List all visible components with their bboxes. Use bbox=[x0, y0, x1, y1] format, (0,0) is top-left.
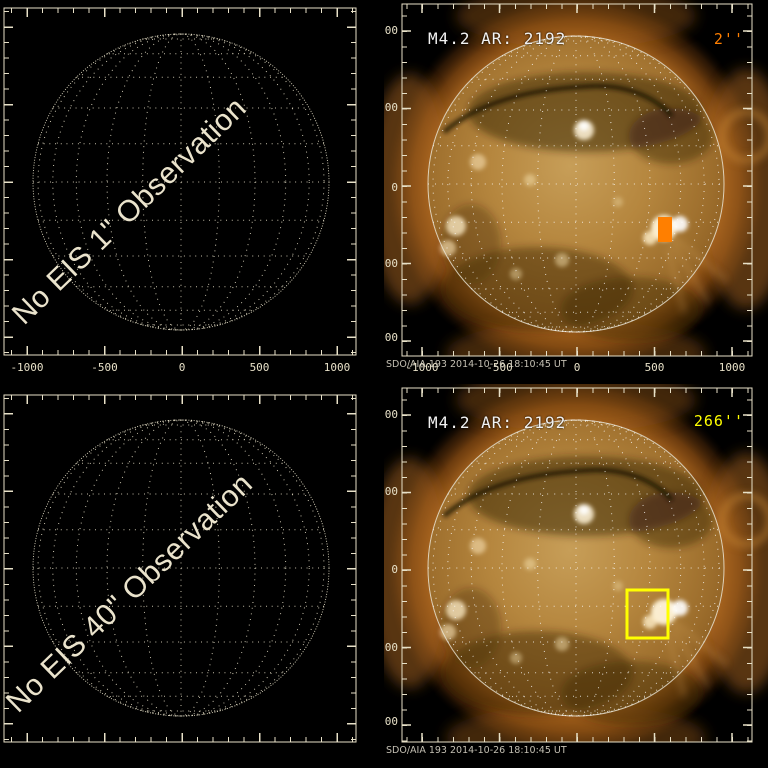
solar-limb-circle bbox=[32, 33, 330, 331]
x-tick-label: 0 bbox=[574, 361, 581, 374]
eis-fov-marker-orange bbox=[658, 217, 672, 242]
panel-bottom-right: M4.2 AR: 2192 266'' 1000 500 0 -500 -100… bbox=[384, 384, 768, 768]
panel-top-right: M4.2 AR: 2192 2'' 1000 500 0 -500 -1000 … bbox=[384, 0, 768, 384]
image-credit-timestamp: SDO/AIA 193 2014-10-26 18:10:45 UT bbox=[386, 359, 567, 370]
y-tick-label: 0 bbox=[391, 563, 398, 576]
y-axis-labels: 1000 500 0 -500 -1000 bbox=[384, 408, 398, 728]
y-tick-label: 0 bbox=[391, 181, 398, 194]
below-axis-mask bbox=[384, 356, 768, 384]
eis-fov-marker-yellow bbox=[625, 588, 670, 640]
y-tick-label: -500 bbox=[384, 641, 398, 654]
raster-size-label: 266'' bbox=[694, 412, 744, 430]
no-observation-watermark: No EIS 40" Observation bbox=[0, 467, 259, 719]
y-tick-label: 500 bbox=[384, 485, 398, 498]
plot-frame bbox=[3, 394, 357, 743]
x-tick-label: -500 bbox=[486, 361, 513, 374]
y-tick-label: -1000 bbox=[384, 715, 398, 728]
image-credit-timestamp: SDO/AIA 193 2014-10-26 18:10:45 UT bbox=[386, 745, 567, 756]
y-tick-label: 1000 bbox=[384, 408, 398, 421]
y-tick-label: 1000 bbox=[384, 24, 398, 37]
flare-ar-title: M4.2 AR: 2192 bbox=[428, 29, 566, 48]
solar-limb-circle bbox=[32, 419, 330, 717]
x-tick-label: -1000 bbox=[405, 361, 438, 374]
below-axis-mask bbox=[384, 742, 768, 768]
x-tick-label: 1000 bbox=[719, 361, 746, 374]
x-axis-labels: -1000 -500 0 500 1000 bbox=[10, 361, 350, 374]
no-observation-watermark: No EIS 1" Observation bbox=[6, 91, 253, 331]
panel-bottom-left: No EIS 40" Observation bbox=[0, 384, 384, 768]
x-tick-label: 500 bbox=[250, 361, 270, 374]
x-tick-label: -1000 bbox=[10, 361, 43, 374]
plot-frame bbox=[401, 387, 753, 743]
y-tick-label: 500 bbox=[384, 101, 398, 114]
x-tick-label: -500 bbox=[91, 361, 118, 374]
x-tick-label: 0 bbox=[179, 361, 186, 374]
panel-top-left: No EIS 1" Observation -1000 -500 0 500 1… bbox=[0, 0, 384, 384]
y-tick-label: -500 bbox=[384, 257, 398, 270]
solar-graticule bbox=[32, 419, 330, 717]
axis-ticks bbox=[402, 388, 752, 742]
x-tick-label: 1000 bbox=[324, 361, 351, 374]
x-axis-labels: -1000 -500 0 500 1000 bbox=[405, 361, 745, 374]
plot-frame bbox=[3, 7, 357, 356]
plot-frame bbox=[401, 3, 753, 357]
y-axis-labels: 1000 500 0 -500 -1000 bbox=[384, 24, 398, 344]
x-tick-label: 500 bbox=[645, 361, 665, 374]
y-tick-label: -1000 bbox=[384, 331, 398, 344]
flare-ar-title: M4.2 AR: 2192 bbox=[428, 413, 566, 432]
raster-size-label: 2'' bbox=[714, 30, 744, 48]
